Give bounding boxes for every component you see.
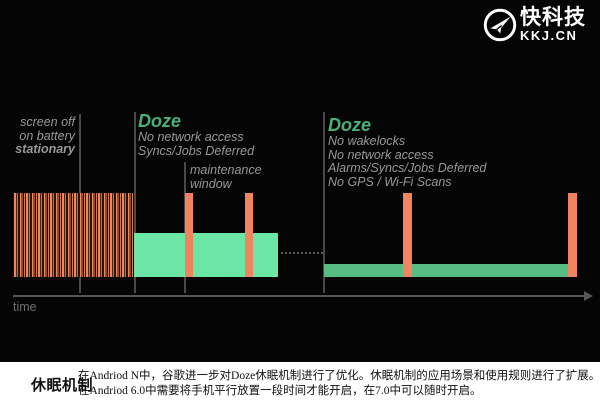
maintenance-bar-3 — [403, 193, 412, 277]
doze2-line3: Alarms/Syncs/Jobs Deferred — [328, 161, 487, 175]
doze1-label: Doze No network access Syncs/Jobs Deferr… — [138, 111, 254, 158]
time-axis-label: time — [13, 300, 37, 314]
doze1-line1: No network access — [138, 130, 244, 144]
active-stripes-block — [13, 193, 133, 277]
caption-body: 在Andriod N中，谷歌进一步对Doze休眠机制进行了优化。休眠机制的应用场… — [78, 369, 600, 399]
axis-arrow-icon — [584, 291, 593, 301]
logo-brand-cn: 快科技 — [520, 6, 586, 29]
pre-doze-line3: stationary — [15, 142, 75, 156]
caption-panel: 休眠机制 在Andriod N中，谷歌进一步对Doze休眠机制进行了优化。休眠机… — [0, 362, 600, 400]
pre-doze-line2: on battery — [19, 128, 75, 143]
caption-heading: 休眠机制 — [31, 378, 94, 394]
doze-block-2 — [324, 264, 577, 277]
maintenance-bar-2 — [245, 193, 253, 277]
dotted-connector — [281, 252, 323, 254]
doze1-line2: Syncs/Jobs Deferred — [138, 143, 255, 158]
maintenance-line1: maintenance — [190, 163, 262, 177]
guide-line-doze1-start — [134, 112, 136, 293]
kkj-logo: 快科技 KKJ.CN — [483, 7, 586, 42]
maintenance-bar-4 — [568, 193, 577, 277]
doze2-title: Doze — [328, 115, 372, 135]
logo-text: 快科技 KKJ.CN — [520, 7, 586, 42]
doze-block-1 — [134, 233, 278, 277]
pre-doze-line1: screen off — [20, 115, 75, 129]
guide-line-doze2-start — [323, 112, 325, 293]
doze2-label: Doze No wakelocks No network access Alar… — [328, 115, 486, 189]
time-axis — [13, 295, 586, 297]
maintenance-bar-1 — [185, 193, 193, 277]
doze2-line4: No GPS / Wi-Fi Scans — [328, 174, 452, 189]
caption-line1: 在Andriod N中，谷歌进一步对Doze休眠机制进行了优化。休眠机制的应用场… — [78, 370, 600, 382]
caption-line2: 在Andriod 6.0中需要将手机平行放置一段时间才能开启，在7.0中可以随时… — [78, 385, 482, 397]
maintenance-line2: window — [190, 176, 232, 191]
maintenance-window-label: maintenance window — [190, 163, 262, 191]
doze1-title: Doze — [138, 111, 182, 131]
doze2-line2: No network access — [328, 147, 434, 162]
logo-brand-en: KKJ.CN — [520, 28, 578, 43]
paper-plane-icon — [483, 8, 517, 41]
pre-doze-label: screen off on battery stationary — [0, 115, 75, 157]
doze2-line1: No wakelocks — [328, 134, 406, 148]
